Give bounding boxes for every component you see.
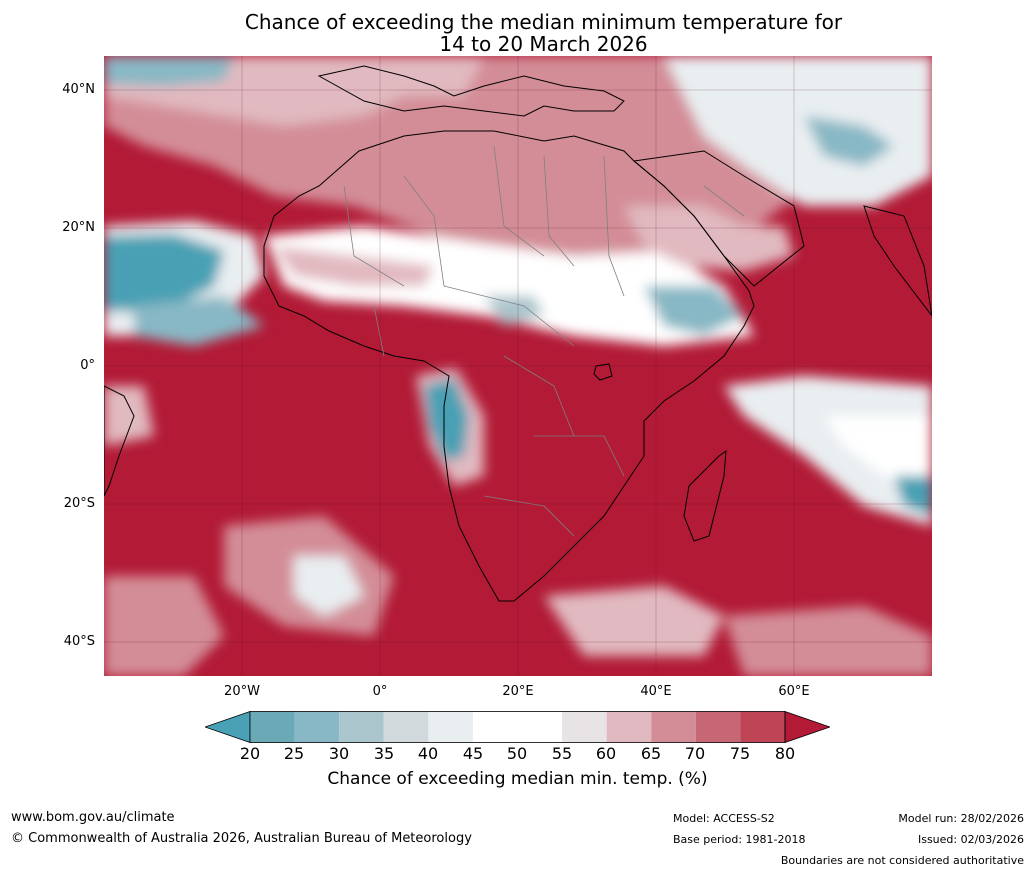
colorbar-tick: 60 bbox=[595, 744, 617, 763]
colorbar-segment bbox=[740, 711, 785, 743]
colorbar-segment bbox=[428, 711, 473, 743]
footer-copyright: © Commonwealth of Australia 2026, Austra… bbox=[11, 831, 472, 846]
colorbar-extension-high bbox=[784, 711, 830, 743]
lon-label-40e: 40°E bbox=[640, 684, 672, 699]
colorbar-segment bbox=[562, 711, 607, 743]
lon-label-0: 0° bbox=[372, 684, 388, 699]
colorbar-segment bbox=[250, 711, 295, 743]
colorbar-tick: 65 bbox=[640, 744, 662, 763]
footer-url[interactable]: www.bom.gov.au/climate bbox=[11, 810, 175, 825]
probability-field bbox=[104, 56, 932, 676]
colorbar-segment bbox=[517, 711, 563, 743]
lat-label-20n: 20°N bbox=[62, 220, 95, 235]
colorbar-segment bbox=[339, 711, 384, 743]
colorbar-tick: 75 bbox=[729, 744, 751, 763]
footer-model: Model: ACCESS-S2 bbox=[673, 812, 775, 825]
colorbar-tick: 20 bbox=[239, 744, 261, 763]
colorbar-tick: 25 bbox=[283, 744, 305, 763]
forecast-map bbox=[104, 56, 932, 676]
colorbar-extension-low bbox=[205, 711, 251, 743]
colorbar-tick: 40 bbox=[417, 744, 439, 763]
footer-model-run: Model run: 28/02/2026 bbox=[898, 812, 1024, 825]
lon-label-20e: 20°E bbox=[502, 684, 534, 699]
colorbar-tick: 80 bbox=[774, 744, 796, 763]
lon-label-20w: 20°W bbox=[224, 684, 260, 699]
colorbar-segment bbox=[383, 711, 429, 743]
colorbar bbox=[205, 711, 830, 743]
footer-issued: Issued: 02/03/2026 bbox=[917, 833, 1024, 846]
land-outlines bbox=[104, 65, 932, 602]
colorbar-tick: 45 bbox=[462, 744, 484, 763]
colorbar-tick: 70 bbox=[684, 744, 706, 763]
map-title-line1: Chance of exceeding the median minimum t… bbox=[244, 10, 843, 34]
lat-label-40n: 40°N bbox=[62, 82, 95, 97]
lat-label-20s: 20°S bbox=[63, 496, 95, 511]
country-borders bbox=[343, 145, 745, 537]
lon-label-60e: 60°E bbox=[778, 684, 810, 699]
footer-disclaimer: Boundaries are not considered authoritat… bbox=[780, 854, 1024, 867]
colorbar-tick: 35 bbox=[373, 744, 395, 763]
colorbar-segment bbox=[294, 711, 340, 743]
footer-base-period: Base period: 1981-2018 bbox=[673, 833, 806, 846]
colorbar-segment bbox=[651, 711, 696, 743]
colorbar-segment bbox=[695, 711, 741, 743]
graticule bbox=[104, 56, 932, 676]
colorbar-frame bbox=[249, 711, 786, 743]
colorbar-tick: 55 bbox=[551, 744, 573, 763]
lat-label-40s: 40°S bbox=[63, 634, 95, 649]
colorbar-segment bbox=[472, 711, 518, 743]
colorbar-tick: 50 bbox=[506, 744, 528, 763]
colorbar-tick: 30 bbox=[328, 744, 350, 763]
map-title-line2: 14 to 20 March 2026 bbox=[439, 32, 648, 56]
lat-label-0: 0° bbox=[80, 358, 95, 373]
colorbar-segment bbox=[606, 711, 652, 743]
colorbar-label: Chance of exceeding median min. temp. (%… bbox=[327, 769, 708, 789]
